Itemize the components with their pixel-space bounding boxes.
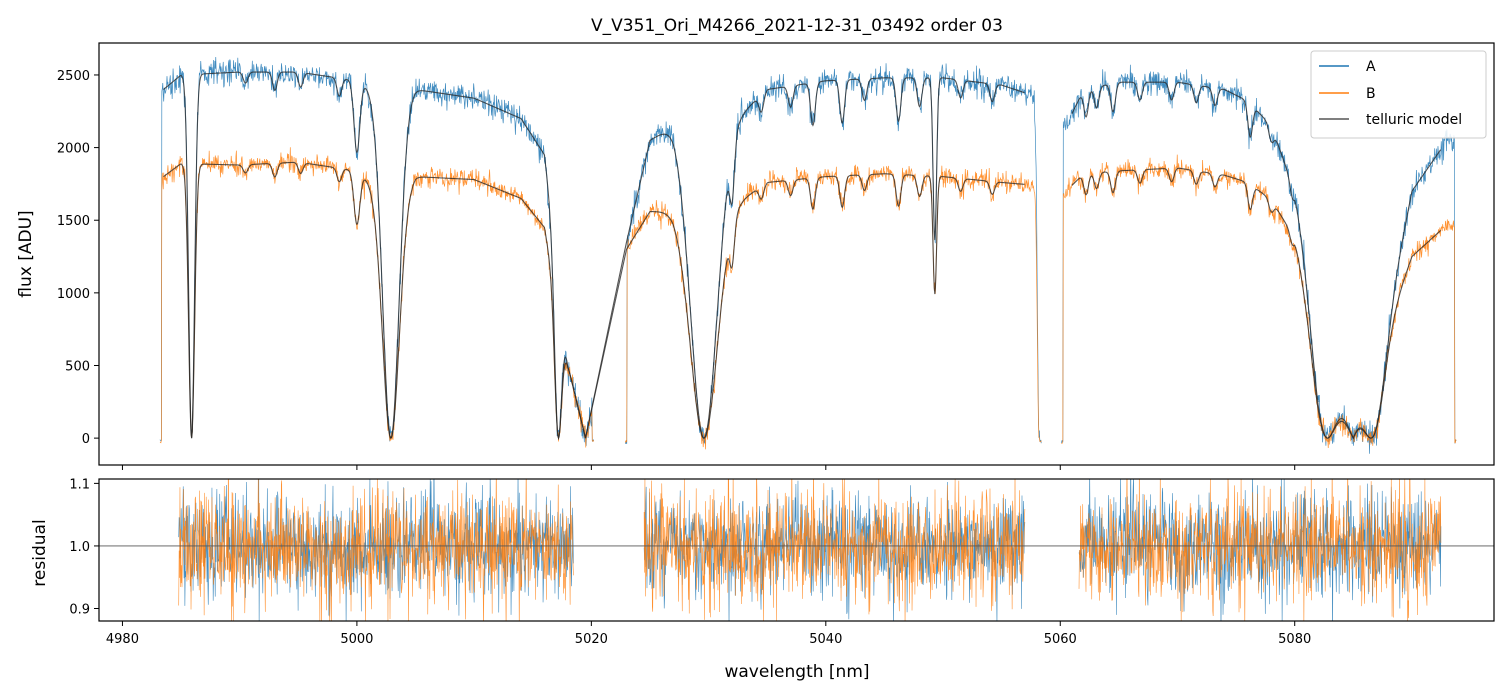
x-tick-label: 5020 xyxy=(575,632,608,647)
flux-y-tick-label: 1500 xyxy=(57,214,90,229)
residual-y-tick-label: 0.9 xyxy=(69,602,90,617)
residual-panel-frame xyxy=(98,478,1495,622)
x-axis-label: wavelength [nm] xyxy=(724,662,869,682)
residual-series-b xyxy=(178,479,1442,621)
residual-y-axis-label: residual xyxy=(30,519,50,586)
residual-y-tick-label: 1.0 xyxy=(69,540,90,555)
flux-y-axis-label: flux [ADU] xyxy=(16,210,36,297)
residual-panel: 0.9 1.0 1.1 4980 5000 5020 5040 5060 5080 resid… xyxy=(30,477,1495,647)
flux-panel: 0 500 1000 1500 2000 2500 flux [ADU] A B tell… xyxy=(16,42,1495,470)
legend-b-label: B xyxy=(1366,86,1376,102)
flux-y-tick-label: 2500 xyxy=(57,69,90,84)
legend-model-label: telluric model xyxy=(1366,112,1462,128)
legend: A B telluric model xyxy=(1310,50,1487,139)
flux-y-tick-label: 2000 xyxy=(57,142,90,157)
residual-y-tick-label: 1.1 xyxy=(69,477,90,492)
flux-panel-frame xyxy=(98,42,1495,466)
flux-y-tick-label: 0 xyxy=(82,432,90,447)
telluric-model-b xyxy=(163,161,1442,440)
flux-y-tick-label: 500 xyxy=(65,359,90,374)
x-tick-label: 4980 xyxy=(106,632,139,647)
legend-a-label: A xyxy=(1366,59,1376,75)
flux-y-tick-label: 1000 xyxy=(57,287,90,302)
chart-title: V_V351_Ori_M4266_2021-12-31_03492 order … xyxy=(591,16,1003,36)
x-tick-label: 5080 xyxy=(1278,632,1311,647)
x-tick-label: 5060 xyxy=(1044,632,1077,647)
x-tick-label: 5000 xyxy=(340,632,373,647)
telluric-model-a xyxy=(163,71,1442,441)
legend-box xyxy=(1310,50,1487,139)
x-tick-label: 5040 xyxy=(809,632,842,647)
